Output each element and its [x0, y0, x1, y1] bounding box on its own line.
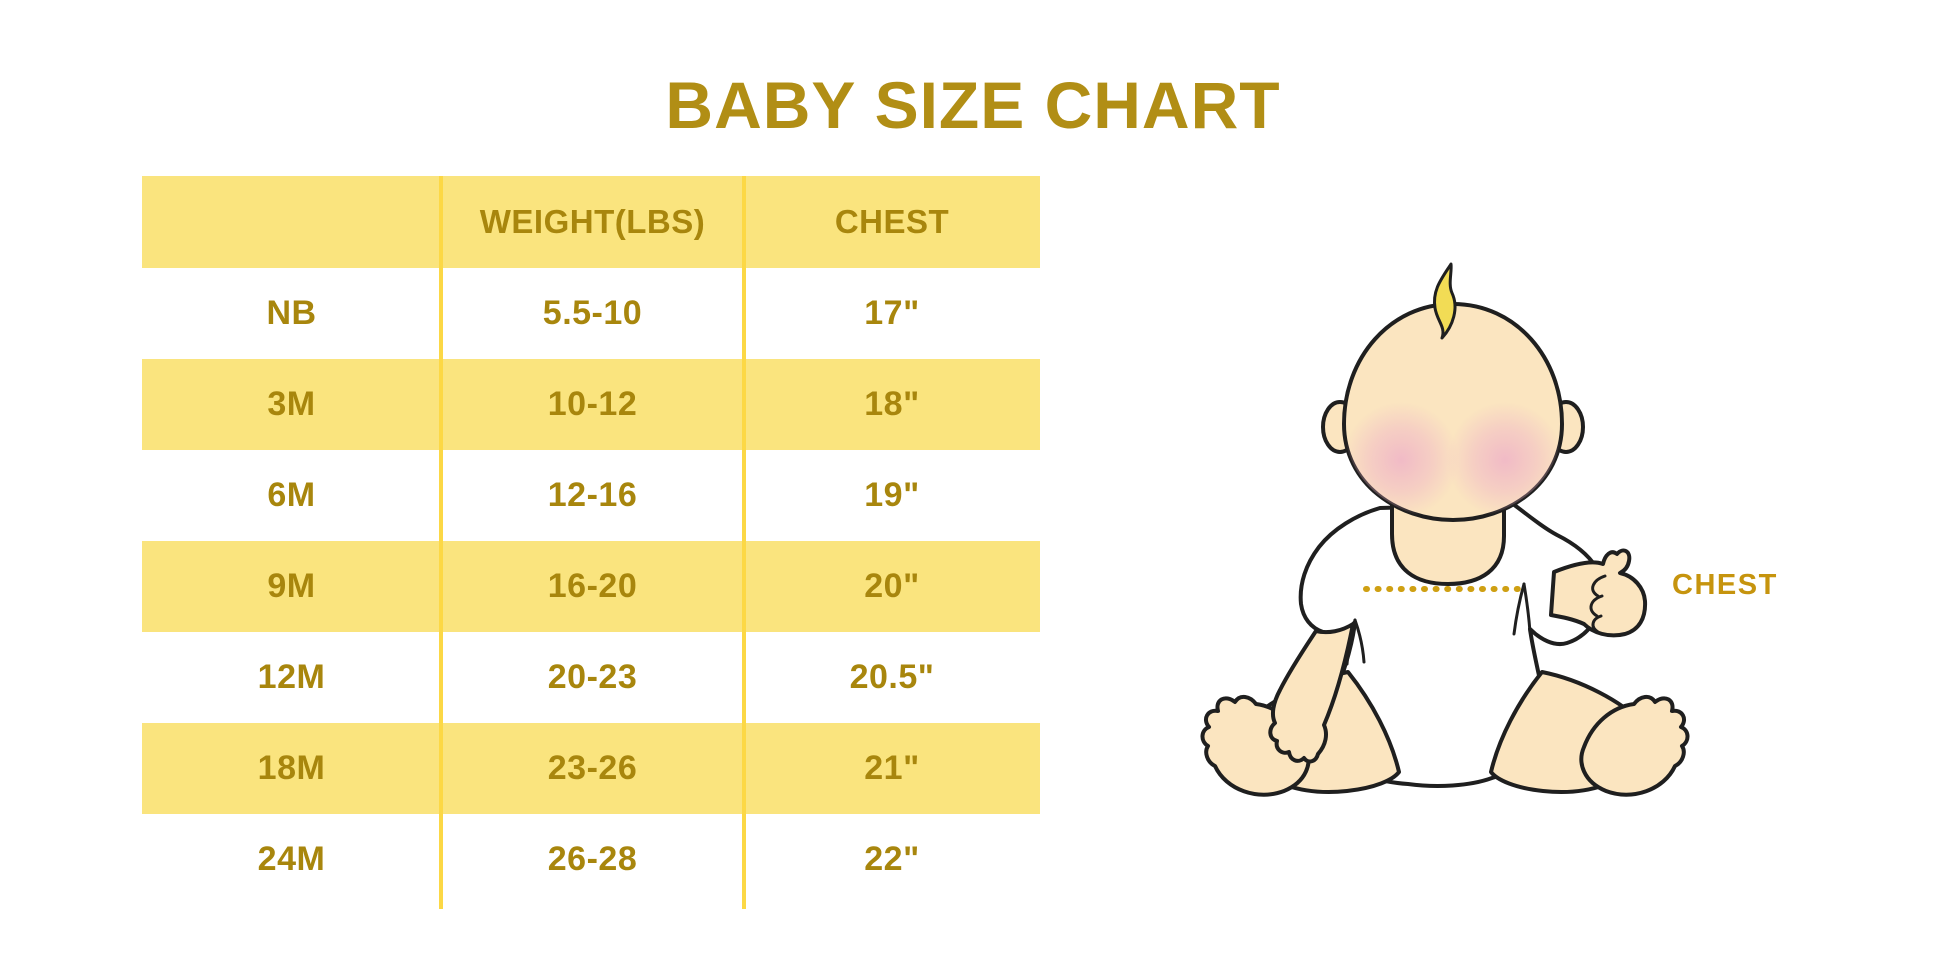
size-table: WEIGHT(LBS) CHEST NB 5.5-10 17" 3M 10-12… [142, 176, 1040, 909]
header-cell-chest: CHEST [834, 203, 950, 240]
table-header-row: WEIGHT(LBS) CHEST [142, 176, 1040, 268]
table-row: 9M 16-20 20" [142, 541, 1040, 632]
cell-chest: 19" [864, 476, 920, 514]
header-cell-size [142, 176, 441, 268]
baby-blush [1344, 402, 1562, 518]
baby-illustration [1200, 262, 1690, 797]
cell-weight: 16-20 [547, 567, 638, 605]
cell-weight: 10-12 [547, 385, 638, 423]
cell-weight: 26-28 [547, 840, 638, 878]
fist-finger-lines [1589, 574, 1607, 634]
cell-chest: 17" [864, 294, 920, 332]
table-row: 12M 20-23 20.5" [142, 632, 1040, 723]
cell-size: 3M [267, 385, 316, 423]
baby-hair [1432, 262, 1457, 340]
cell-weight: 20-23 [547, 658, 638, 696]
column-divider [439, 176, 443, 909]
cell-size: 12M [257, 658, 326, 696]
baby-arm-right [1549, 548, 1648, 638]
table-row: NB 5.5-10 17" [142, 268, 1040, 359]
column-divider [742, 176, 746, 909]
page-title: BABY SIZE CHART [665, 68, 1281, 143]
cell-chest: 18" [864, 385, 920, 423]
baby-foot-right [1579, 695, 1690, 797]
cell-weight: 5.5-10 [542, 294, 643, 332]
cell-size: 6M [267, 476, 316, 514]
baby-arm-left [1268, 622, 1355, 764]
baby-arms [1268, 548, 1648, 764]
cell-size: 9M [267, 567, 316, 605]
cell-size: NB [266, 294, 317, 332]
cell-weight: 12-16 [547, 476, 638, 514]
header-cell-weight: WEIGHT(LBS) [479, 203, 706, 240]
chest-label: CHEST [1672, 569, 1778, 601]
table-row: 6M 12-16 19" [142, 450, 1040, 541]
table-row: 24M 26-28 22" [142, 814, 1040, 905]
cell-chest: 20.5" [849, 658, 935, 696]
table-row: 3M 10-12 18" [142, 359, 1040, 450]
cell-size: 18M [257, 749, 326, 787]
cell-size: 24M [257, 840, 326, 878]
cell-weight: 23-26 [547, 749, 638, 787]
cell-chest: 21" [864, 749, 920, 787]
cell-chest: 22" [864, 840, 920, 878]
cell-chest: 20" [864, 567, 920, 605]
baby-neck [1390, 498, 1506, 586]
table-row: 18M 23-26 21" [142, 723, 1040, 814]
